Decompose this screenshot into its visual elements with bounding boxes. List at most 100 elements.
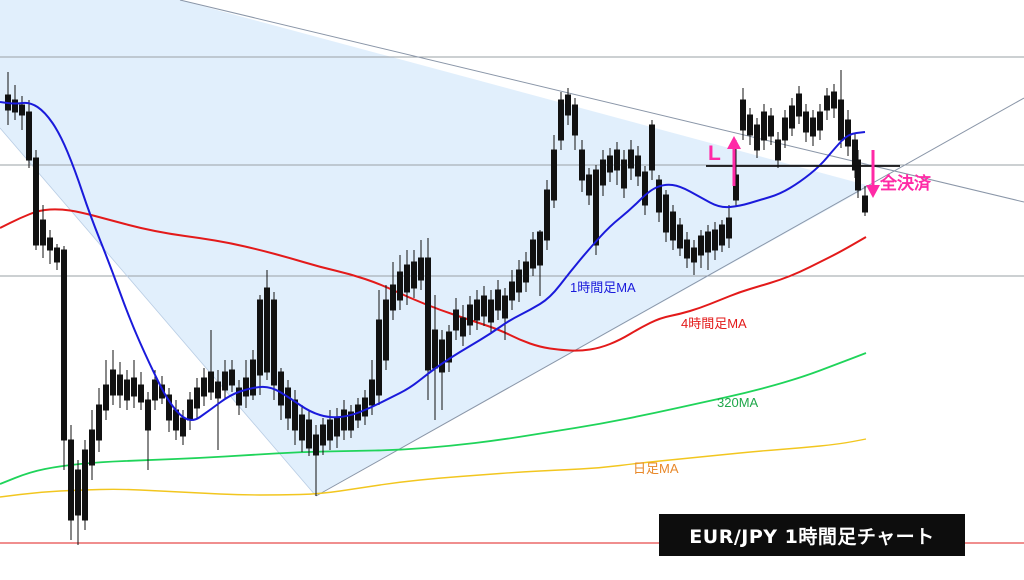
candle [222,360,228,400]
candle [439,330,445,410]
candle-body [817,111,823,131]
entry-annotation: L [706,136,770,186]
candle [33,150,39,250]
candle [537,230,543,296]
candle [712,222,718,260]
candle-body [362,397,368,417]
ma-320-label: 320MA [717,395,759,410]
candle-body [131,377,137,397]
candle-body [663,194,669,233]
ma-1h-line [0,101,866,421]
candle [271,292,277,400]
candle-body [831,91,837,109]
candle [845,110,851,156]
candle [558,92,564,150]
candle [320,418,326,455]
candle [138,372,144,410]
candle [243,360,249,408]
candle [250,350,256,400]
candle [89,410,95,480]
candle-body [96,404,102,441]
candle [236,380,242,415]
lower-trendline [315,97,1024,497]
candle [96,388,102,452]
candle-body [341,409,347,431]
candle-body [845,119,851,147]
candle-body [509,281,515,301]
candle [257,295,263,395]
candle-body [166,394,172,421]
candle [103,360,109,420]
candle [54,244,60,270]
candle-body [180,417,186,437]
candle-body [502,295,508,319]
candle [131,360,137,408]
candle-body [544,189,550,241]
candle [299,405,305,452]
candle-body [278,371,284,406]
candle-body [404,264,410,293]
candle [670,205,676,250]
candle [383,285,389,370]
candle-body [152,379,158,401]
candle [292,390,298,445]
candle-body [89,429,95,466]
candle-body [306,419,312,449]
candle-body [397,271,403,301]
candle-body [411,261,417,289]
candle [61,246,67,470]
candle-body [712,229,718,251]
candle-body [558,99,564,141]
candle-body [782,117,788,141]
candle-body [516,269,522,293]
candle [684,232,690,268]
candle-body [810,117,816,137]
candle [229,360,235,392]
candle [838,70,844,148]
candle-body [103,384,109,411]
candle [467,296,473,335]
candle-body [565,94,571,116]
candle-body [271,299,277,386]
candle [740,88,746,140]
candle-body [257,299,263,376]
candle [572,98,578,150]
candle [719,220,725,252]
candle-body [523,261,529,283]
candle-body [376,319,382,396]
candle-body [215,381,221,399]
candle [397,255,403,310]
candle-body [425,257,431,371]
candle [313,425,319,496]
candle [565,88,571,125]
candle [614,142,620,185]
candle [481,286,487,326]
candle [460,305,466,346]
candle [607,148,613,182]
candle-body [656,179,662,213]
candle-body [390,284,396,311]
ma-daily-label: 日足MA [633,461,679,476]
candle [187,392,193,430]
candle [173,400,179,440]
candle [855,150,861,198]
candle [726,205,732,248]
candle-body [33,157,39,246]
candle-body [621,159,627,189]
ma-1h-label: 1時間足MA [570,280,636,295]
candle-body [40,219,46,246]
candle [26,100,32,168]
candle [600,150,606,196]
candle-body [243,377,249,397]
candle [544,180,550,250]
candle-body [222,371,228,391]
candle-body [775,139,781,161]
candle [194,378,200,418]
candle-body [348,411,354,431]
candle-body [117,374,123,396]
candle-body [789,105,795,129]
candle [768,108,774,145]
candle [810,110,816,146]
candle [264,270,270,380]
